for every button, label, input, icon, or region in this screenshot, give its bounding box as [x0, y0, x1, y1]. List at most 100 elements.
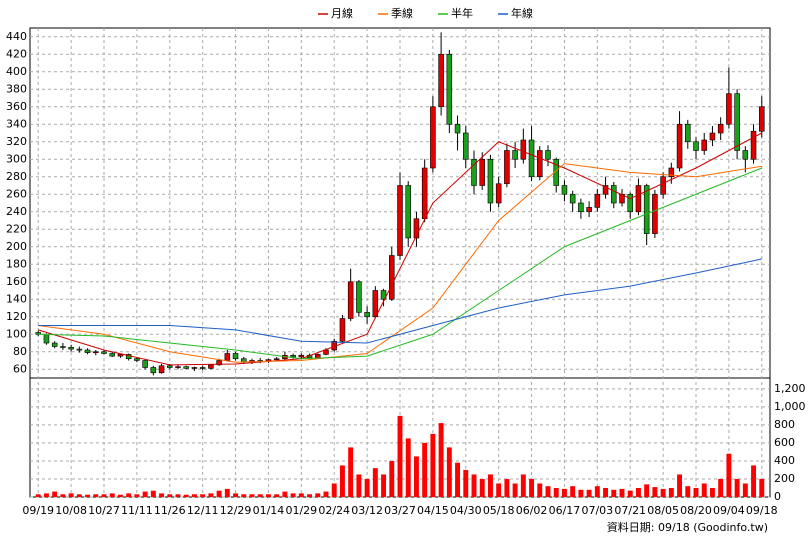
legend-label: 年線	[511, 6, 533, 20]
volume-bar	[52, 491, 58, 497]
y-tick-label: 60	[13, 362, 27, 375]
volume-bar	[117, 494, 123, 497]
x-tick-label: 10/27	[88, 504, 120, 517]
candle-body	[726, 93, 732, 125]
y-tick-label: 100	[6, 327, 27, 340]
volume-bar	[512, 483, 518, 497]
volume-bar	[463, 469, 469, 497]
volume-bar	[109, 493, 115, 497]
x-tick-label: 06/17	[549, 504, 581, 517]
candle-body	[208, 364, 214, 369]
candle-body	[463, 132, 469, 160]
x-tick-label: 07/21	[614, 504, 646, 517]
volume-bar	[307, 494, 313, 497]
volume-bar	[101, 494, 107, 497]
candle-body	[446, 53, 453, 125]
candle-body	[495, 183, 502, 204]
volume-bar	[159, 493, 165, 497]
volume-bar	[446, 447, 452, 497]
y-tick-label: 220	[6, 222, 27, 235]
footer: 資料日期: 09/18 (Goodinfo.tw)	[607, 520, 768, 534]
volume-bar	[208, 493, 214, 497]
volume-bar	[183, 494, 189, 497]
volume-bar	[520, 474, 526, 497]
x-tick-label: 12/11	[187, 504, 219, 517]
volume-bar	[578, 489, 584, 497]
candle-body	[389, 255, 395, 300]
candle-body	[479, 158, 485, 186]
y-tick-label: 320	[6, 135, 27, 148]
volume-bar	[274, 494, 280, 497]
legend-label: 月線	[331, 6, 353, 20]
y-tick-label: 260	[6, 187, 27, 200]
volume-bar	[701, 483, 707, 497]
x-tick-label: 09/18	[746, 504, 778, 517]
y-tick-label: 300	[6, 152, 27, 165]
volume-bar	[175, 494, 181, 497]
volume-bar	[389, 460, 395, 497]
candle-body	[520, 139, 527, 160]
x-tick-label: 01/29	[285, 504, 317, 517]
ma-line	[38, 163, 762, 363]
candle-body	[101, 351, 107, 354]
volume-bar	[529, 478, 535, 497]
candle-body	[454, 123, 461, 134]
y-tick-label: 420	[6, 47, 27, 60]
volume-bar	[68, 493, 74, 497]
candle-body	[569, 193, 576, 204]
x-tick-label: 04/15	[417, 504, 449, 517]
volume-bar	[759, 478, 765, 497]
volume-bar	[586, 489, 592, 497]
volume-bar	[677, 474, 683, 497]
volume-bar	[693, 487, 699, 497]
candle-body	[750, 130, 757, 160]
volume-bar	[364, 478, 370, 497]
candle-body	[421, 167, 428, 220]
candle-body	[660, 176, 666, 195]
candle-body	[273, 358, 280, 361]
volume-bar	[35, 494, 41, 497]
x-tick-label: 10/08	[55, 504, 87, 517]
volume-bar	[126, 493, 132, 497]
y-tick-label: 180	[6, 257, 27, 270]
x-tick-label: 03/27	[384, 504, 416, 517]
y-tick-label: 400	[6, 65, 27, 78]
candle-body	[561, 185, 568, 195]
volume-bar	[372, 468, 378, 497]
volume-bar	[265, 494, 271, 497]
candle-body	[742, 150, 749, 160]
volume-bar	[709, 487, 715, 497]
y-tick-label: 380	[6, 82, 27, 95]
candle-body	[438, 53, 444, 108]
x-tick-label: 11/26	[154, 504, 186, 517]
candle-body	[586, 207, 592, 213]
candle-body	[685, 123, 691, 143]
candle-body	[60, 346, 66, 348]
x-tick-label: 05/18	[483, 504, 515, 517]
candle-body	[709, 132, 716, 141]
volume-bar	[93, 494, 99, 497]
ma-line	[38, 132, 763, 366]
candle-body	[405, 185, 411, 239]
volume-bar	[627, 490, 633, 497]
candle-body	[175, 366, 181, 368]
x-tick-label: 12/29	[220, 504, 252, 517]
candle-body	[635, 185, 642, 213]
volume-bar	[561, 488, 567, 497]
volume-bar	[570, 486, 576, 497]
volume-bar	[200, 494, 206, 497]
volume-bar	[134, 494, 140, 497]
volume-bar	[685, 486, 691, 497]
volume-bar	[751, 465, 757, 497]
volume-bar	[298, 493, 304, 497]
volume-bar	[348, 447, 354, 497]
candle-body	[68, 347, 74, 350]
candle-body	[734, 93, 740, 151]
candle-body	[701, 139, 707, 151]
volume-bar	[652, 487, 658, 497]
candle-body	[134, 358, 140, 361]
legend-label: 半年	[451, 6, 473, 20]
volume-bar	[167, 494, 173, 497]
volume-bar	[594, 486, 600, 497]
x-tick-label: 09/04	[713, 504, 745, 517]
